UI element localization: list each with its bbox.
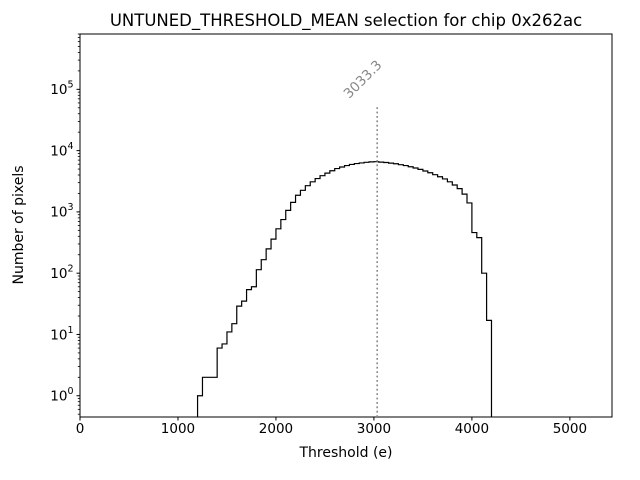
svg-text:5000: 5000 xyxy=(553,421,587,437)
svg-text:100: 100 xyxy=(50,386,73,405)
x-axis-label: Threshold (e) xyxy=(299,445,393,461)
svg-text:2000: 2000 xyxy=(259,421,293,437)
svg-text:101: 101 xyxy=(50,325,73,344)
svg-text:102: 102 xyxy=(50,263,73,282)
y-axis-label: Number of pixels xyxy=(11,165,27,285)
svg-text:103: 103 xyxy=(50,202,73,221)
svg-text:105: 105 xyxy=(50,80,73,99)
chart-title: UNTUNED_THRESHOLD_MEAN selection for chi… xyxy=(109,11,583,30)
svg-text:4000: 4000 xyxy=(455,421,489,437)
svg-text:0: 0 xyxy=(76,421,85,437)
svg-text:3000: 3000 xyxy=(357,421,391,437)
svg-text:104: 104 xyxy=(50,141,73,160)
svg-text:1000: 1000 xyxy=(161,421,195,437)
